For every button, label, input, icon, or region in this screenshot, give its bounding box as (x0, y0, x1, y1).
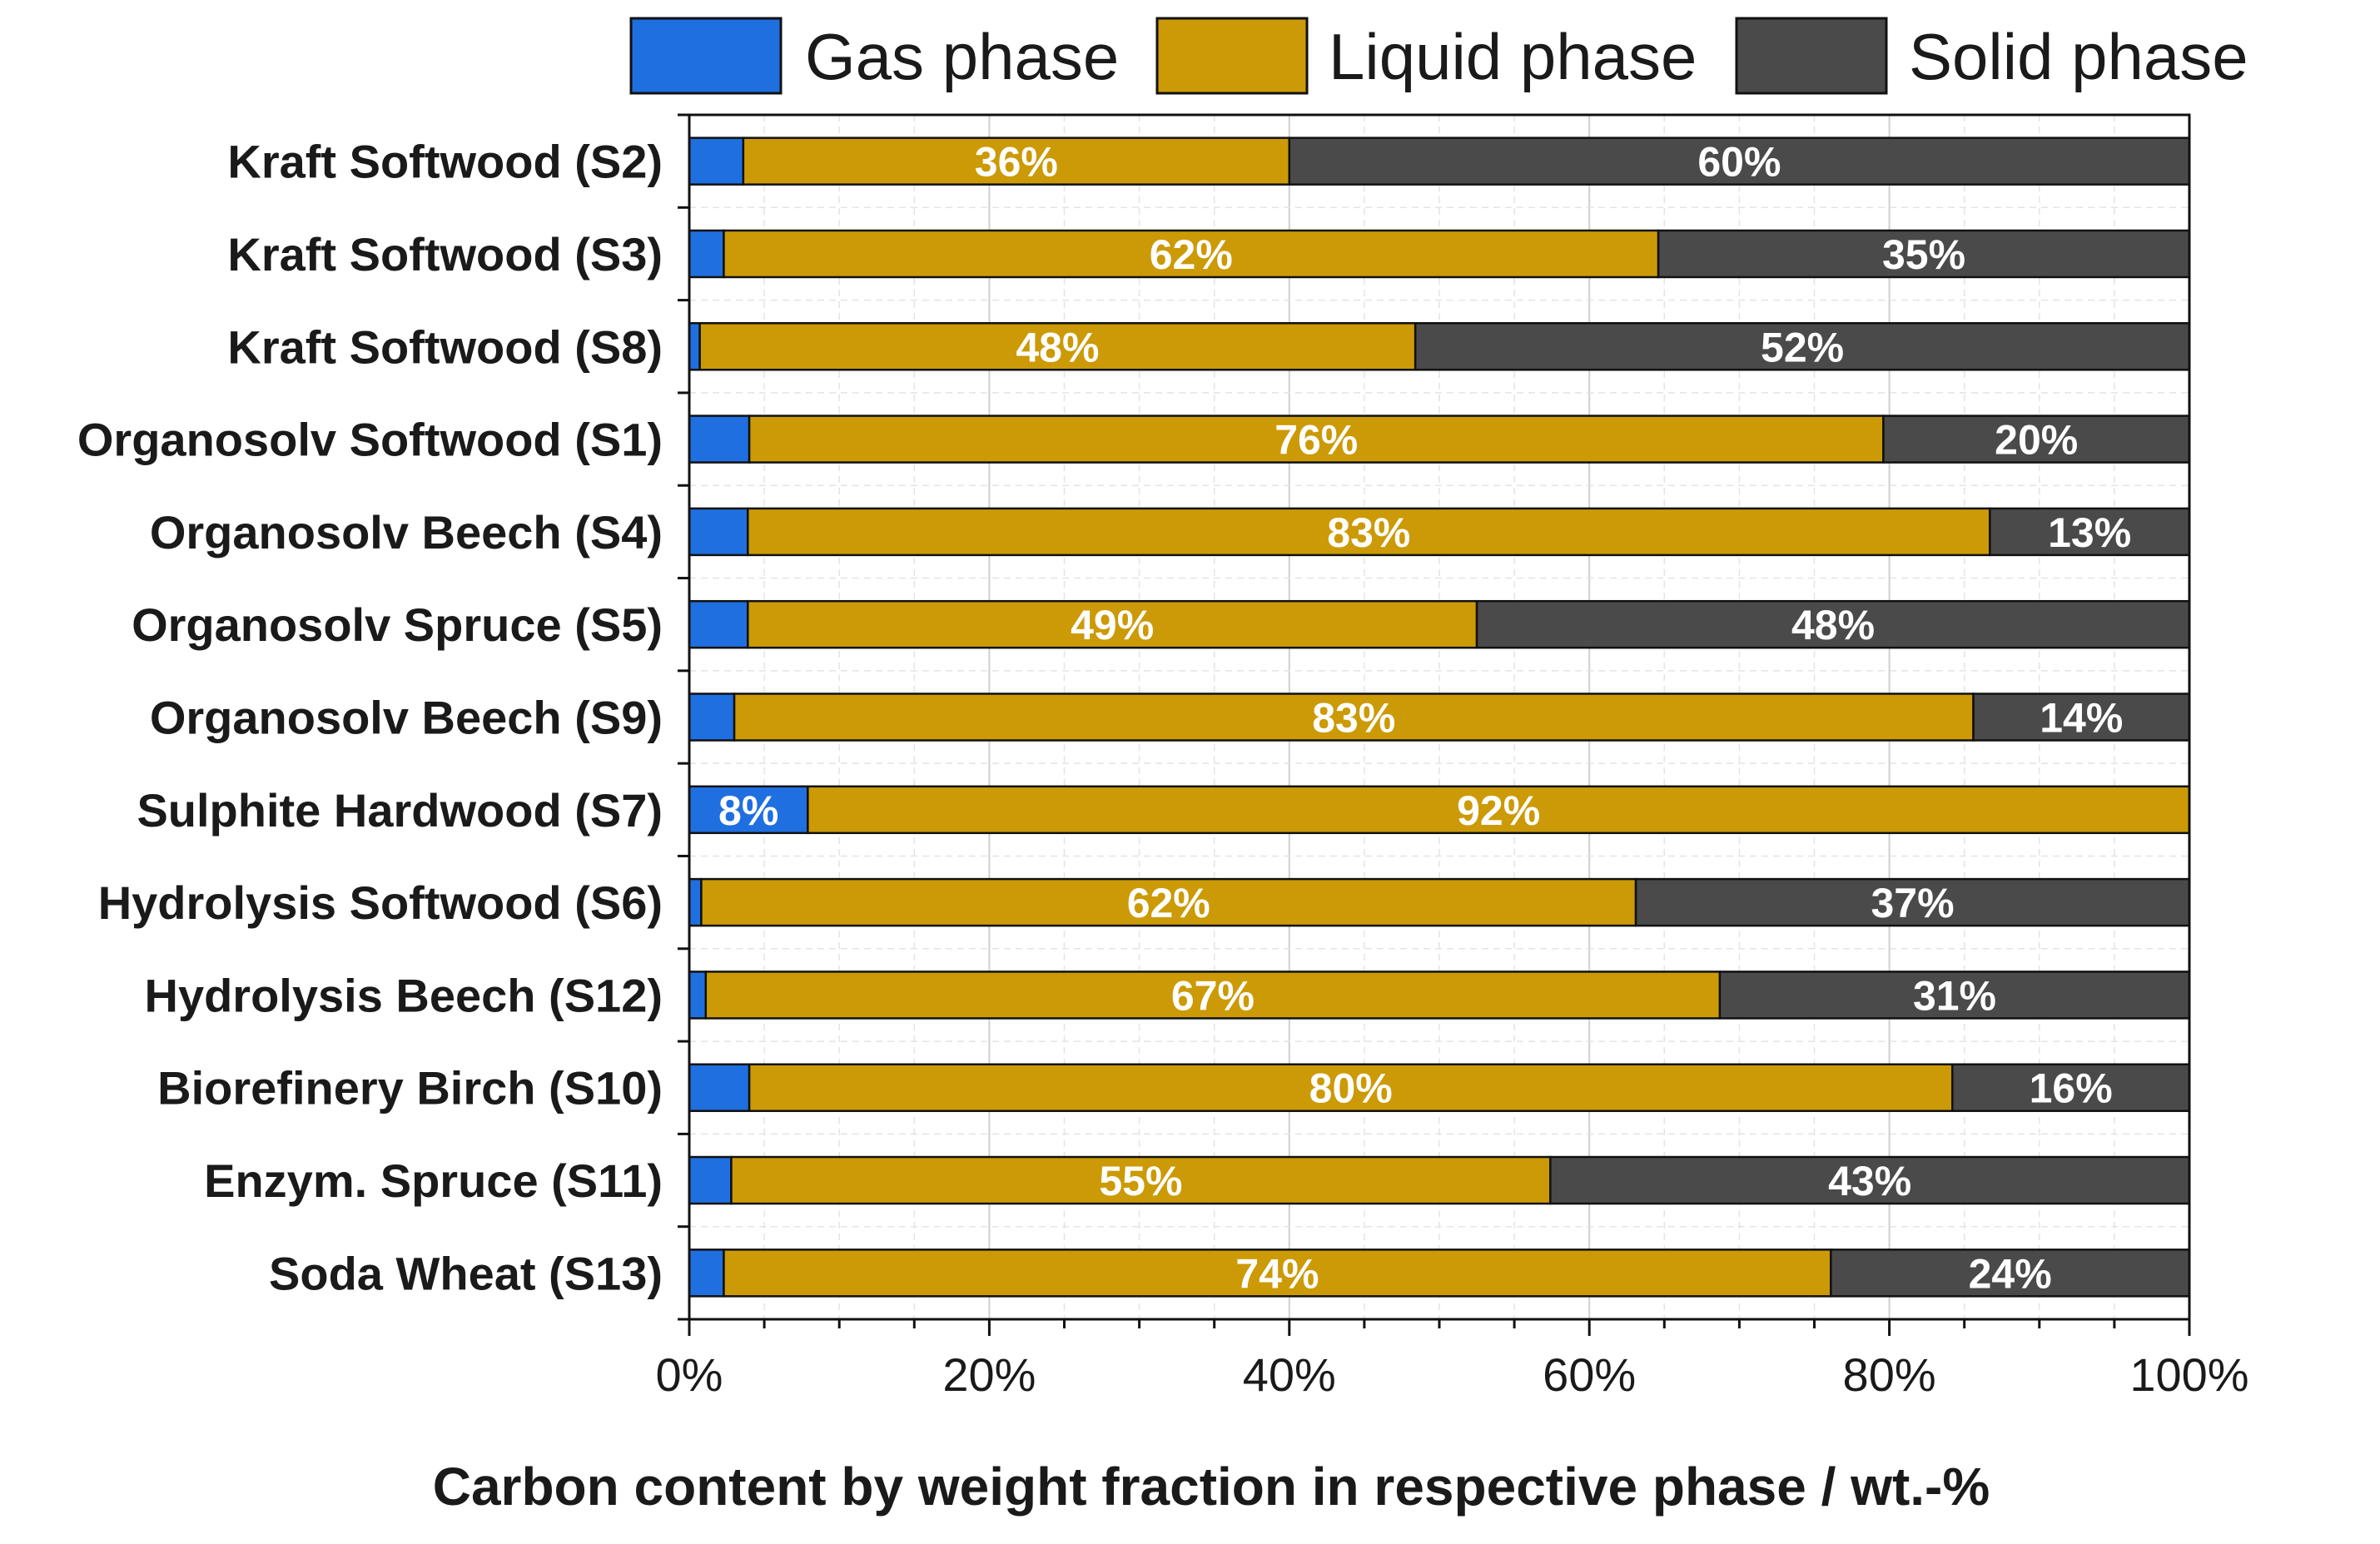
bar-liquid-phase (748, 415, 1885, 464)
x-tick-label: 0% (656, 1348, 723, 1401)
data-label: 16% (2030, 1065, 2113, 1112)
data-label: 62% (1150, 231, 1233, 278)
bar-liquid-phase (733, 693, 1975, 742)
bar-gas-phase (688, 599, 749, 649)
legend-label: Gas phase (805, 20, 1119, 93)
x-tick-label: 60% (1543, 1348, 1636, 1401)
bar-solid-phase (1718, 971, 2191, 1020)
bar-solid-phase (1989, 507, 2191, 557)
legend-swatch (1735, 17, 1888, 95)
category-label: Enzym. Spruce (S11) (204, 1154, 663, 1207)
data-label: 48% (1791, 602, 1875, 648)
bar-gas-phase (688, 1155, 733, 1205)
category-label: Hydrolysis Beech (S12) (145, 969, 663, 1021)
category-label: Kraft Softwood (S8) (227, 320, 663, 373)
data-label: 8% (718, 787, 778, 834)
bar-solid-phase (1475, 599, 2191, 649)
axis-layer: Kraft Softwood (S2) Kraft Softwood (S3) Kr… (77, 113, 2249, 1401)
data-label: 43% (1828, 1158, 1911, 1204)
data-label: 55% (1099, 1158, 1182, 1204)
x-axis-title: Carbon content by weight fraction in res… (433, 1457, 1990, 1517)
bar-gas-phase (688, 1063, 751, 1112)
bar-solid-phase (1634, 877, 2191, 927)
category-label: Kraft Softwood (S3) (227, 228, 663, 281)
category-label: Kraft Softwood (S2) (227, 136, 663, 188)
data-label: 74% (1235, 1250, 1319, 1297)
legend-swatch (629, 17, 783, 95)
data-label: 83% (1327, 509, 1410, 556)
data-label: 67% (1171, 972, 1255, 1019)
bar-gas-phase (688, 229, 725, 279)
bar-gas-phase (688, 137, 745, 186)
data-label: 76% (1274, 417, 1358, 464)
data-label: 48% (1016, 324, 1099, 370)
legend-swatch (1155, 17, 1309, 95)
data-label: 13% (2048, 509, 2131, 556)
x-tick-label: 100% (2129, 1348, 2248, 1401)
bar-gas-phase (688, 415, 751, 464)
data-label: 35% (1882, 231, 1965, 278)
bar-solid-phase (1951, 1063, 2191, 1112)
legend: Gas phase Liquid phase Solid phase (629, 17, 2248, 95)
bar-liquid-phase (723, 229, 1660, 279)
bar-gas-phase (688, 507, 749, 557)
bar-solid-phase (1549, 1155, 2191, 1205)
data-label: 20% (1995, 417, 2078, 464)
bar-liquid-phase (704, 971, 1722, 1020)
category-label: Organosolv Spruce (S5) (132, 598, 663, 651)
bar-liquid-phase (730, 1155, 1552, 1205)
data-label: 62% (1127, 880, 1210, 926)
bar-liquid-phase (807, 785, 2191, 835)
data-label: 92% (1457, 787, 1540, 834)
category-label: Soda Wheat (S13) (269, 1247, 663, 1299)
category-label: Organosolv Beech (S9) (150, 692, 663, 744)
bar-liquid-phase (723, 1249, 1832, 1298)
bar-solid-phase (1414, 322, 2191, 371)
data-label: 60% (1697, 139, 1781, 186)
bar-liquid-phase (700, 877, 1637, 927)
category-label: Sulphite Hardwood (S7) (137, 784, 663, 837)
legend-label: Liquid phase (1329, 20, 1697, 93)
x-tick-label: 80% (1843, 1348, 1936, 1401)
data-label: 37% (1871, 880, 1954, 926)
data-label: 14% (2040, 695, 2123, 742)
bar-gas-phase (688, 693, 736, 742)
data-label: 24% (1969, 1250, 2052, 1297)
category-label: Biorefinery Birch (S10) (157, 1062, 663, 1115)
data-label: 52% (1761, 324, 1844, 370)
category-label: Organosolv Softwood (S1) (77, 414, 663, 466)
x-tick-label: 20% (942, 1348, 1036, 1401)
bar-liquid-phase (698, 322, 1417, 371)
data-label: 83% (1312, 695, 1395, 742)
bar-solid-phase (1882, 415, 2191, 464)
bar-gas-phase (688, 1249, 725, 1298)
category-label: Hydrolysis Softwood (S6) (98, 876, 663, 929)
bar-gas-phase (688, 971, 708, 1020)
bar-liquid-phase (747, 599, 1478, 649)
bar-liquid-phase (742, 137, 1291, 186)
data-label: 80% (1309, 1065, 1393, 1112)
bar-solid-phase (1288, 137, 2191, 186)
bar-solid-phase (1972, 693, 2191, 742)
category-label: Organosolv Beech (S4) (150, 506, 663, 559)
data-label: 36% (975, 139, 1058, 186)
grid-layer (689, 115, 2189, 1319)
data-label: 31% (1913, 972, 1996, 1019)
x-tick-label: 40% (1243, 1348, 1336, 1401)
bar-layer: 36% 60% 62% 35% 48% 52% 76% 20% 83% 13% 49% 48% 83% 1… (688, 137, 2191, 1298)
bar-gas-phase (688, 877, 703, 927)
data-label: 49% (1071, 602, 1154, 648)
bar-gas-phase (688, 322, 701, 371)
legend-label: Solid phase (1909, 20, 2248, 93)
